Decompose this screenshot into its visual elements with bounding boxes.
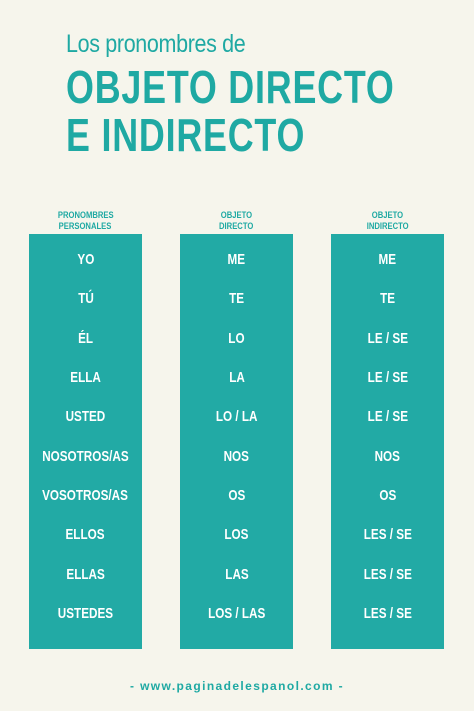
column-header: OBJETO INDIRECTO bbox=[331, 200, 444, 232]
table-cell: LOS bbox=[224, 526, 249, 544]
table-cell: NOS bbox=[223, 447, 250, 465]
table-cell: LES / SE bbox=[363, 565, 412, 583]
table-cell: LA bbox=[228, 369, 245, 387]
table-cell: LOS / LAS bbox=[207, 604, 266, 622]
table-cell: LE / SE bbox=[367, 329, 408, 347]
page-title-line-1: OBJETO DIRECTO bbox=[66, 61, 395, 113]
column-header-line: PERSONALES bbox=[59, 221, 112, 231]
table-cell: ME bbox=[227, 251, 246, 269]
table-cell: NOSOTROS/AS bbox=[42, 447, 129, 465]
footer-website: - www.paginadelespanol.com - bbox=[129, 679, 345, 693]
table-cell: LE / SE bbox=[367, 408, 408, 426]
column-header: OBJETO DIRECTO bbox=[180, 200, 293, 232]
table-cell: OS bbox=[228, 486, 245, 504]
table-cell: NOS bbox=[374, 447, 401, 465]
column-header-line: OBJETO bbox=[220, 210, 253, 220]
table-cell: ELLAS bbox=[66, 565, 105, 583]
table-cell: USTED bbox=[65, 408, 106, 426]
column-pronombres-personales: PRONOMBRES PERSONALES YO TÚ ÉL ELLA USTE… bbox=[29, 200, 142, 649]
table-cell: LE / SE bbox=[367, 369, 408, 387]
column-header: PRONOMBRES PERSONALES bbox=[29, 200, 142, 232]
column-body: ME TE LO LA LO / LA NOS OS LOS LAS LOS /… bbox=[180, 234, 293, 649]
column-header-line: OBJETO bbox=[371, 210, 404, 220]
table-cell: VOSOTROS/AS bbox=[42, 486, 129, 504]
page-header: Los pronombres de OBJETO DIRECTO E INDIR… bbox=[66, 28, 466, 158]
column-objeto-directo: OBJETO DIRECTO ME TE LO LA LO / LA NOS O… bbox=[180, 200, 293, 649]
table-cell: ÉL bbox=[78, 329, 93, 347]
table-cell: LO bbox=[228, 329, 245, 347]
table-cell: TE bbox=[229, 290, 244, 308]
column-header-line: PRONOMBRES bbox=[57, 210, 114, 220]
table-cell: LES / SE bbox=[363, 604, 412, 622]
table-cell: TÚ bbox=[77, 290, 94, 308]
table-cell: TE bbox=[380, 290, 395, 308]
table-cell: YO bbox=[77, 251, 94, 269]
page-title-line-2: E INDIRECTO bbox=[66, 109, 306, 161]
column-header-line: DIRECTO bbox=[219, 221, 254, 231]
table-cell: ELLA bbox=[70, 369, 101, 387]
table-cell: USTEDES bbox=[57, 604, 114, 622]
table-cell: LO / LA bbox=[215, 408, 258, 426]
column-objeto-indirecto: OBJETO INDIRECTO ME TE LE / SE LE / SE L… bbox=[331, 200, 444, 649]
table-cell: OS bbox=[379, 486, 396, 504]
column-header-line: INDIRECTO bbox=[366, 221, 409, 231]
page-subtitle: Los pronombres de bbox=[66, 30, 246, 58]
table-cell: LES / SE bbox=[363, 526, 412, 544]
table-cell: ELLOS bbox=[65, 526, 105, 544]
table-cell: ME bbox=[378, 251, 397, 269]
column-body: YO TÚ ÉL ELLA USTED NOSOTROS/AS VOSOTROS… bbox=[29, 234, 142, 649]
column-body: ME TE LE / SE LE / SE LE / SE NOS OS LES… bbox=[331, 234, 444, 649]
table-cell: LAS bbox=[224, 565, 249, 583]
